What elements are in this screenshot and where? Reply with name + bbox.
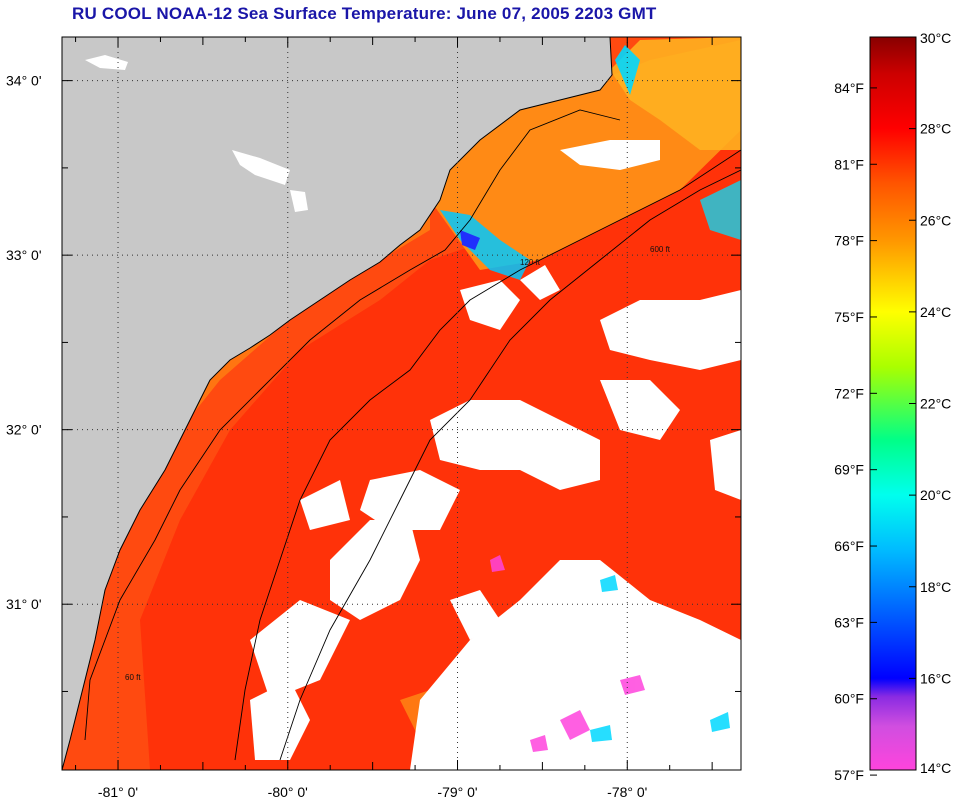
cb-label-c-3: 24°C xyxy=(920,304,951,320)
cb-label-c-1: 28°C xyxy=(920,121,951,137)
lat-tick-label-2: 32° 0' xyxy=(6,422,42,438)
cb-label-c-2: 26°C xyxy=(920,212,951,228)
cb-label-f-2: 78°F xyxy=(834,233,864,249)
contour-120ft xyxy=(234,149,741,761)
colorbar xyxy=(869,36,917,771)
cb-label-f-5: 69°F xyxy=(834,462,864,478)
lat-tick-label-1: 33° 0' xyxy=(6,247,42,263)
map-title: RU COOL NOAA-12 Sea Surface Temperature:… xyxy=(72,4,657,23)
cb-label-c-4: 22°C xyxy=(920,396,951,412)
bathymetry-contours xyxy=(84,109,741,761)
cb-label-c-0: 30°C xyxy=(920,30,951,46)
contour-label-60ft: 60 ft xyxy=(125,673,141,682)
lon-tick-label-0: -81° 0' xyxy=(98,784,138,800)
cold-edge-pixels xyxy=(490,555,645,752)
lon-tick-label-3: -78° 0' xyxy=(607,784,647,800)
axis-tick-labels: 34° 0' 33° 0' 32° 0' 31° 0' -81° 0' -80° 0' -7… xyxy=(6,73,647,800)
contour-600ft xyxy=(279,169,741,761)
land-area xyxy=(62,37,613,770)
cb-label-c-5: 20°C xyxy=(920,487,951,503)
colorbar-ticks xyxy=(870,36,916,776)
cb-label-f-6: 66°F xyxy=(834,538,864,554)
cloud-cover xyxy=(250,140,741,770)
lat-tick-label-3: 31° 0' xyxy=(6,596,42,612)
cb-label-f-8: 60°F xyxy=(834,691,864,707)
cold-filament-north xyxy=(615,45,640,95)
cold-patch-ne xyxy=(700,180,741,240)
cb-label-f-4: 72°F xyxy=(834,385,864,401)
lon-tick-label-1: -80° 0' xyxy=(268,784,308,800)
colorbar-labels: 30°C 28°C 26°C 24°C 22°C 20°C 18°C 16°C 14°C 84°F… xyxy=(834,30,951,783)
lat-tick-label-0: 34° 0' xyxy=(6,73,42,89)
cb-label-c-6: 18°C xyxy=(920,579,951,595)
cb-label-f-3: 75°F xyxy=(834,309,864,325)
cb-label-c-7: 16°C xyxy=(920,670,951,686)
inland-white-pixels xyxy=(85,55,308,212)
lon-tick-label-2: -79° 0' xyxy=(437,784,477,800)
cb-label-f-1: 81°F xyxy=(834,156,864,172)
contour-label-600ft: 600 ft xyxy=(650,245,671,254)
cb-label-f-0: 84°F xyxy=(834,80,864,96)
cold-edge-cyan xyxy=(590,575,730,742)
axis-ticks xyxy=(62,37,741,770)
cb-label-f-7: 63°F xyxy=(834,614,864,630)
cb-label-f-9: 57°F xyxy=(834,767,864,783)
cold-upwelling-plume xyxy=(440,210,530,280)
contour-label-120ft: 120 ft xyxy=(520,258,541,267)
cb-label-c-8: 14°C xyxy=(920,760,951,776)
graticule xyxy=(62,37,741,770)
northern-warm-patch xyxy=(610,37,741,150)
map-frame xyxy=(61,36,742,771)
cold-core-blue xyxy=(460,230,480,250)
contour-60ft xyxy=(84,109,621,741)
